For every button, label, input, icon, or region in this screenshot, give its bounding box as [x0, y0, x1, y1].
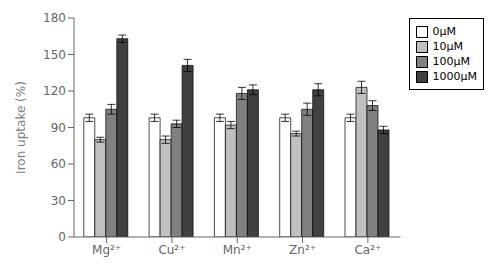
html-text:0μM: 0μM [432, 25, 456, 38]
svg-text:Zn²⁺: Zn²⁺ [289, 243, 316, 257]
html-text:10μM: 10μM [432, 40, 463, 53]
svg-text:0: 0 [58, 230, 66, 244]
svg-text:Mg²⁺: Mg²⁺ [92, 243, 121, 257]
html-text:1000μM: 1000μM [432, 70, 477, 83]
svg-text:Mn²⁺: Mn²⁺ [223, 243, 252, 257]
svg-text:60: 60 [51, 157, 66, 171]
svg-text:120: 120 [43, 84, 66, 98]
svg-text:30: 30 [51, 194, 66, 208]
html-text:100μM: 100μM [432, 55, 470, 68]
svg-text:180: 180 [43, 11, 66, 25]
svg-text:150: 150 [43, 48, 66, 62]
svg-text:Ca²⁺: Ca²⁺ [354, 243, 381, 257]
svg-text:Iron uptake (%): Iron uptake (%) [14, 81, 28, 174]
svg-text:Cu²⁺: Cu²⁺ [158, 243, 185, 257]
svg-text:90: 90 [51, 121, 66, 135]
